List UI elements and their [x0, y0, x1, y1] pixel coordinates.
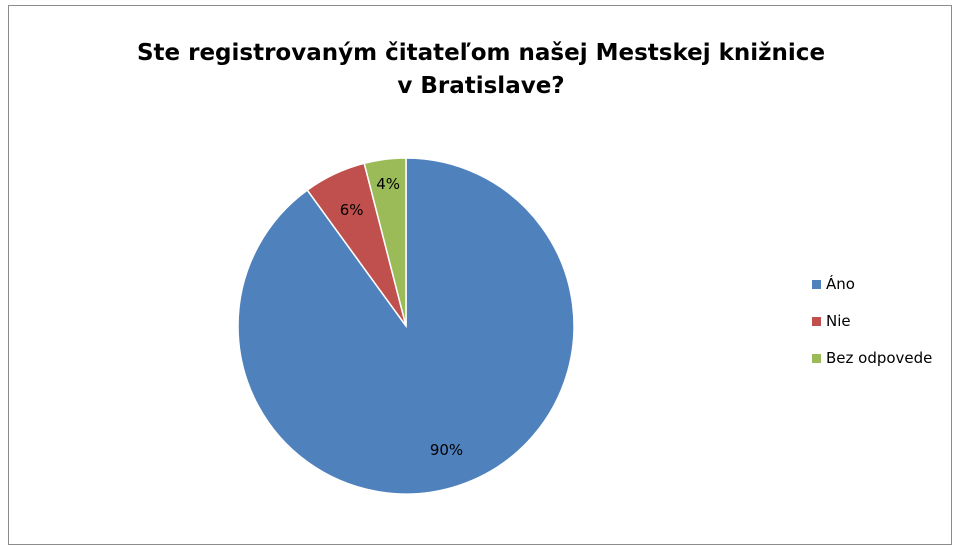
data-label-nie: 6% — [340, 201, 364, 219]
pie-slice-bez-odpovede — [363, 157, 407, 327]
legend-label-ano: Áno — [826, 275, 855, 293]
legend-label-bez-odpovede: Bez odpovede — [826, 349, 933, 367]
legend-label-nie: Nie — [826, 312, 851, 330]
legend-swatch-nie — [812, 316, 821, 326]
legend-item-ano: Áno — [812, 274, 932, 294]
data-label-bez-odpovede: 4% — [376, 175, 400, 193]
chart-area: Ste registrovaným čitateľom našej Mestsk… — [8, 5, 952, 545]
legend-item-nie: Nie — [812, 311, 932, 331]
pie-chart: 90% 6% 4% — [237, 157, 575, 495]
legend-swatch-bez-odpovede — [812, 353, 821, 363]
legend-item-bez-odpovede: Bez odpovede — [812, 348, 932, 368]
chart-title: Ste registrovaným čitateľom našej Mestsk… — [9, 37, 953, 103]
chart-title-line-2: v Bratislave? — [397, 73, 565, 99]
data-label-ano: 90% — [430, 441, 463, 459]
legend: Áno Nie Bez odpovede — [812, 274, 932, 385]
legend-swatch-ano — [812, 279, 821, 289]
chart-title-line-1: Ste registrovaným čitateľom našej Mestsk… — [136, 40, 826, 66]
